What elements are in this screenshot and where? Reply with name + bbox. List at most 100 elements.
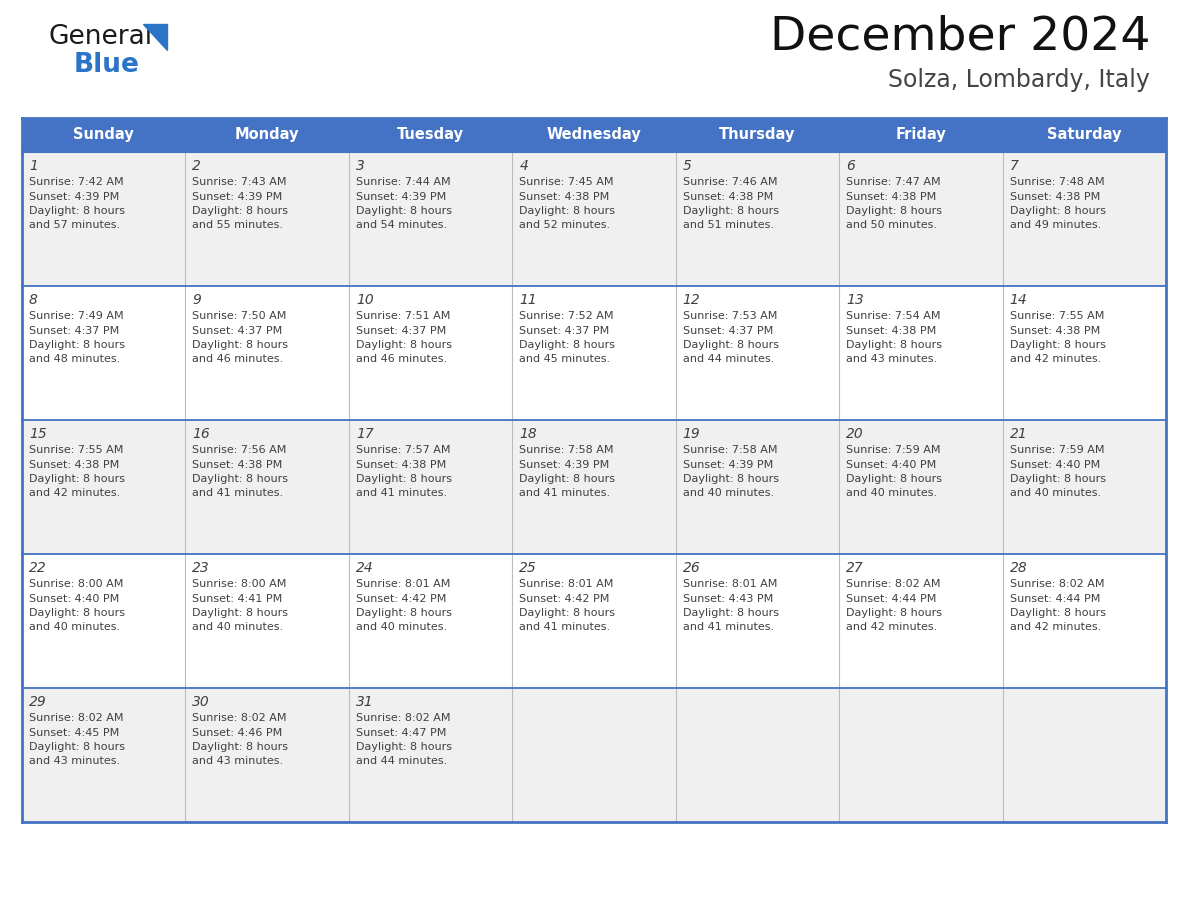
Text: Daylight: 8 hours: Daylight: 8 hours — [192, 608, 289, 618]
Text: Daylight: 8 hours: Daylight: 8 hours — [192, 474, 289, 484]
Bar — [23, 688, 1165, 822]
Text: Sunset: 4:37 PM: Sunset: 4:37 PM — [356, 326, 447, 335]
Text: Sunrise: 7:59 AM: Sunrise: 7:59 AM — [846, 445, 941, 455]
Text: Sunset: 4:37 PM: Sunset: 4:37 PM — [29, 326, 119, 335]
Text: Sunrise: 7:57 AM: Sunrise: 7:57 AM — [356, 445, 450, 455]
Text: 15: 15 — [29, 427, 46, 441]
Text: Sunset: 4:42 PM: Sunset: 4:42 PM — [519, 594, 609, 603]
Text: 17: 17 — [356, 427, 373, 441]
Text: Sunrise: 7:42 AM: Sunrise: 7:42 AM — [29, 177, 124, 187]
Text: Sunrise: 7:55 AM: Sunrise: 7:55 AM — [1010, 311, 1104, 321]
Text: 5: 5 — [683, 159, 691, 173]
Text: and 41 minutes.: and 41 minutes. — [683, 622, 773, 633]
Text: and 40 minutes.: and 40 minutes. — [846, 488, 937, 498]
Text: Sunset: 4:45 PM: Sunset: 4:45 PM — [29, 727, 119, 737]
Text: and 54 minutes.: and 54 minutes. — [356, 220, 447, 230]
Text: 26: 26 — [683, 561, 701, 575]
Text: Daylight: 8 hours: Daylight: 8 hours — [192, 340, 289, 350]
Text: Sunrise: 7:55 AM: Sunrise: 7:55 AM — [29, 445, 124, 455]
Text: 7: 7 — [1010, 159, 1018, 173]
Text: Sunrise: 7:48 AM: Sunrise: 7:48 AM — [1010, 177, 1104, 187]
Text: Daylight: 8 hours: Daylight: 8 hours — [356, 206, 451, 216]
Text: Sunrise: 8:01 AM: Sunrise: 8:01 AM — [519, 579, 614, 589]
Text: and 49 minutes.: and 49 minutes. — [1010, 220, 1101, 230]
Text: Solza, Lombardy, Italy: Solza, Lombardy, Italy — [889, 68, 1150, 92]
Text: Daylight: 8 hours: Daylight: 8 hours — [1010, 474, 1106, 484]
Text: and 42 minutes.: and 42 minutes. — [846, 622, 937, 633]
Text: Thursday: Thursday — [719, 128, 796, 142]
Text: Sunset: 4:41 PM: Sunset: 4:41 PM — [192, 594, 283, 603]
Text: 31: 31 — [356, 695, 373, 709]
Polygon shape — [143, 24, 168, 50]
Text: Sunset: 4:39 PM: Sunset: 4:39 PM — [519, 460, 609, 469]
Text: and 55 minutes.: and 55 minutes. — [192, 220, 284, 230]
Text: Daylight: 8 hours: Daylight: 8 hours — [192, 742, 289, 752]
Text: December 2024: December 2024 — [770, 15, 1150, 60]
Text: Sunset: 4:39 PM: Sunset: 4:39 PM — [192, 192, 283, 201]
Text: Daylight: 8 hours: Daylight: 8 hours — [29, 206, 125, 216]
Text: Sunset: 4:44 PM: Sunset: 4:44 PM — [846, 594, 936, 603]
Text: Daylight: 8 hours: Daylight: 8 hours — [846, 608, 942, 618]
Text: 27: 27 — [846, 561, 864, 575]
Text: and 46 minutes.: and 46 minutes. — [192, 354, 284, 364]
Text: Sunrise: 7:51 AM: Sunrise: 7:51 AM — [356, 311, 450, 321]
Text: Sunrise: 7:58 AM: Sunrise: 7:58 AM — [683, 445, 777, 455]
Text: 21: 21 — [1010, 427, 1028, 441]
Text: 6: 6 — [846, 159, 855, 173]
Text: Sunrise: 8:00 AM: Sunrise: 8:00 AM — [192, 579, 286, 589]
Text: Sunset: 4:39 PM: Sunset: 4:39 PM — [29, 192, 119, 201]
Text: Sunset: 4:40 PM: Sunset: 4:40 PM — [29, 594, 119, 603]
Text: Daylight: 8 hours: Daylight: 8 hours — [846, 206, 942, 216]
Text: 3: 3 — [356, 159, 365, 173]
Text: and 41 minutes.: and 41 minutes. — [356, 488, 447, 498]
Text: Daylight: 8 hours: Daylight: 8 hours — [1010, 608, 1106, 618]
Text: and 43 minutes.: and 43 minutes. — [192, 756, 284, 767]
Text: Daylight: 8 hours: Daylight: 8 hours — [683, 340, 778, 350]
Text: Sunset: 4:42 PM: Sunset: 4:42 PM — [356, 594, 447, 603]
Text: Daylight: 8 hours: Daylight: 8 hours — [683, 206, 778, 216]
Text: Tuesday: Tuesday — [397, 128, 465, 142]
Text: Daylight: 8 hours: Daylight: 8 hours — [683, 474, 778, 484]
Text: and 50 minutes.: and 50 minutes. — [846, 220, 937, 230]
Text: Friday: Friday — [896, 128, 946, 142]
Text: 25: 25 — [519, 561, 537, 575]
Text: Daylight: 8 hours: Daylight: 8 hours — [519, 474, 615, 484]
Text: Sunday: Sunday — [74, 128, 134, 142]
Text: Sunrise: 7:50 AM: Sunrise: 7:50 AM — [192, 311, 286, 321]
Text: Sunrise: 7:54 AM: Sunrise: 7:54 AM — [846, 311, 941, 321]
Text: Daylight: 8 hours: Daylight: 8 hours — [1010, 206, 1106, 216]
Text: 30: 30 — [192, 695, 210, 709]
Text: 10: 10 — [356, 293, 373, 307]
Text: 2: 2 — [192, 159, 201, 173]
Text: Sunset: 4:38 PM: Sunset: 4:38 PM — [846, 326, 936, 335]
Text: Sunrise: 7:49 AM: Sunrise: 7:49 AM — [29, 311, 124, 321]
Text: Daylight: 8 hours: Daylight: 8 hours — [1010, 340, 1106, 350]
Text: 14: 14 — [1010, 293, 1028, 307]
Text: 18: 18 — [519, 427, 537, 441]
Text: Sunrise: 8:02 AM: Sunrise: 8:02 AM — [356, 713, 450, 723]
Text: Sunset: 4:37 PM: Sunset: 4:37 PM — [683, 326, 773, 335]
Text: Sunrise: 7:58 AM: Sunrise: 7:58 AM — [519, 445, 614, 455]
Text: 29: 29 — [29, 695, 46, 709]
Text: Sunset: 4:39 PM: Sunset: 4:39 PM — [683, 460, 773, 469]
Text: Sunrise: 7:43 AM: Sunrise: 7:43 AM — [192, 177, 287, 187]
Text: 19: 19 — [683, 427, 701, 441]
Text: Daylight: 8 hours: Daylight: 8 hours — [846, 340, 942, 350]
Text: Daylight: 8 hours: Daylight: 8 hours — [683, 608, 778, 618]
Text: and 43 minutes.: and 43 minutes. — [29, 756, 120, 767]
Text: Monday: Monday — [235, 128, 299, 142]
Text: and 40 minutes.: and 40 minutes. — [1010, 488, 1101, 498]
Text: 24: 24 — [356, 561, 373, 575]
Text: Sunset: 4:43 PM: Sunset: 4:43 PM — [683, 594, 773, 603]
Text: and 41 minutes.: and 41 minutes. — [192, 488, 284, 498]
Text: Sunset: 4:37 PM: Sunset: 4:37 PM — [519, 326, 609, 335]
Text: and 51 minutes.: and 51 minutes. — [683, 220, 773, 230]
Text: and 42 minutes.: and 42 minutes. — [1010, 622, 1101, 633]
Text: Sunset: 4:37 PM: Sunset: 4:37 PM — [192, 326, 283, 335]
Text: Sunset: 4:39 PM: Sunset: 4:39 PM — [356, 192, 447, 201]
Text: and 42 minutes.: and 42 minutes. — [29, 488, 120, 498]
Text: Sunset: 4:44 PM: Sunset: 4:44 PM — [1010, 594, 1100, 603]
Text: Sunset: 4:38 PM: Sunset: 4:38 PM — [846, 192, 936, 201]
Text: Sunrise: 7:44 AM: Sunrise: 7:44 AM — [356, 177, 450, 187]
Text: Daylight: 8 hours: Daylight: 8 hours — [356, 608, 451, 618]
